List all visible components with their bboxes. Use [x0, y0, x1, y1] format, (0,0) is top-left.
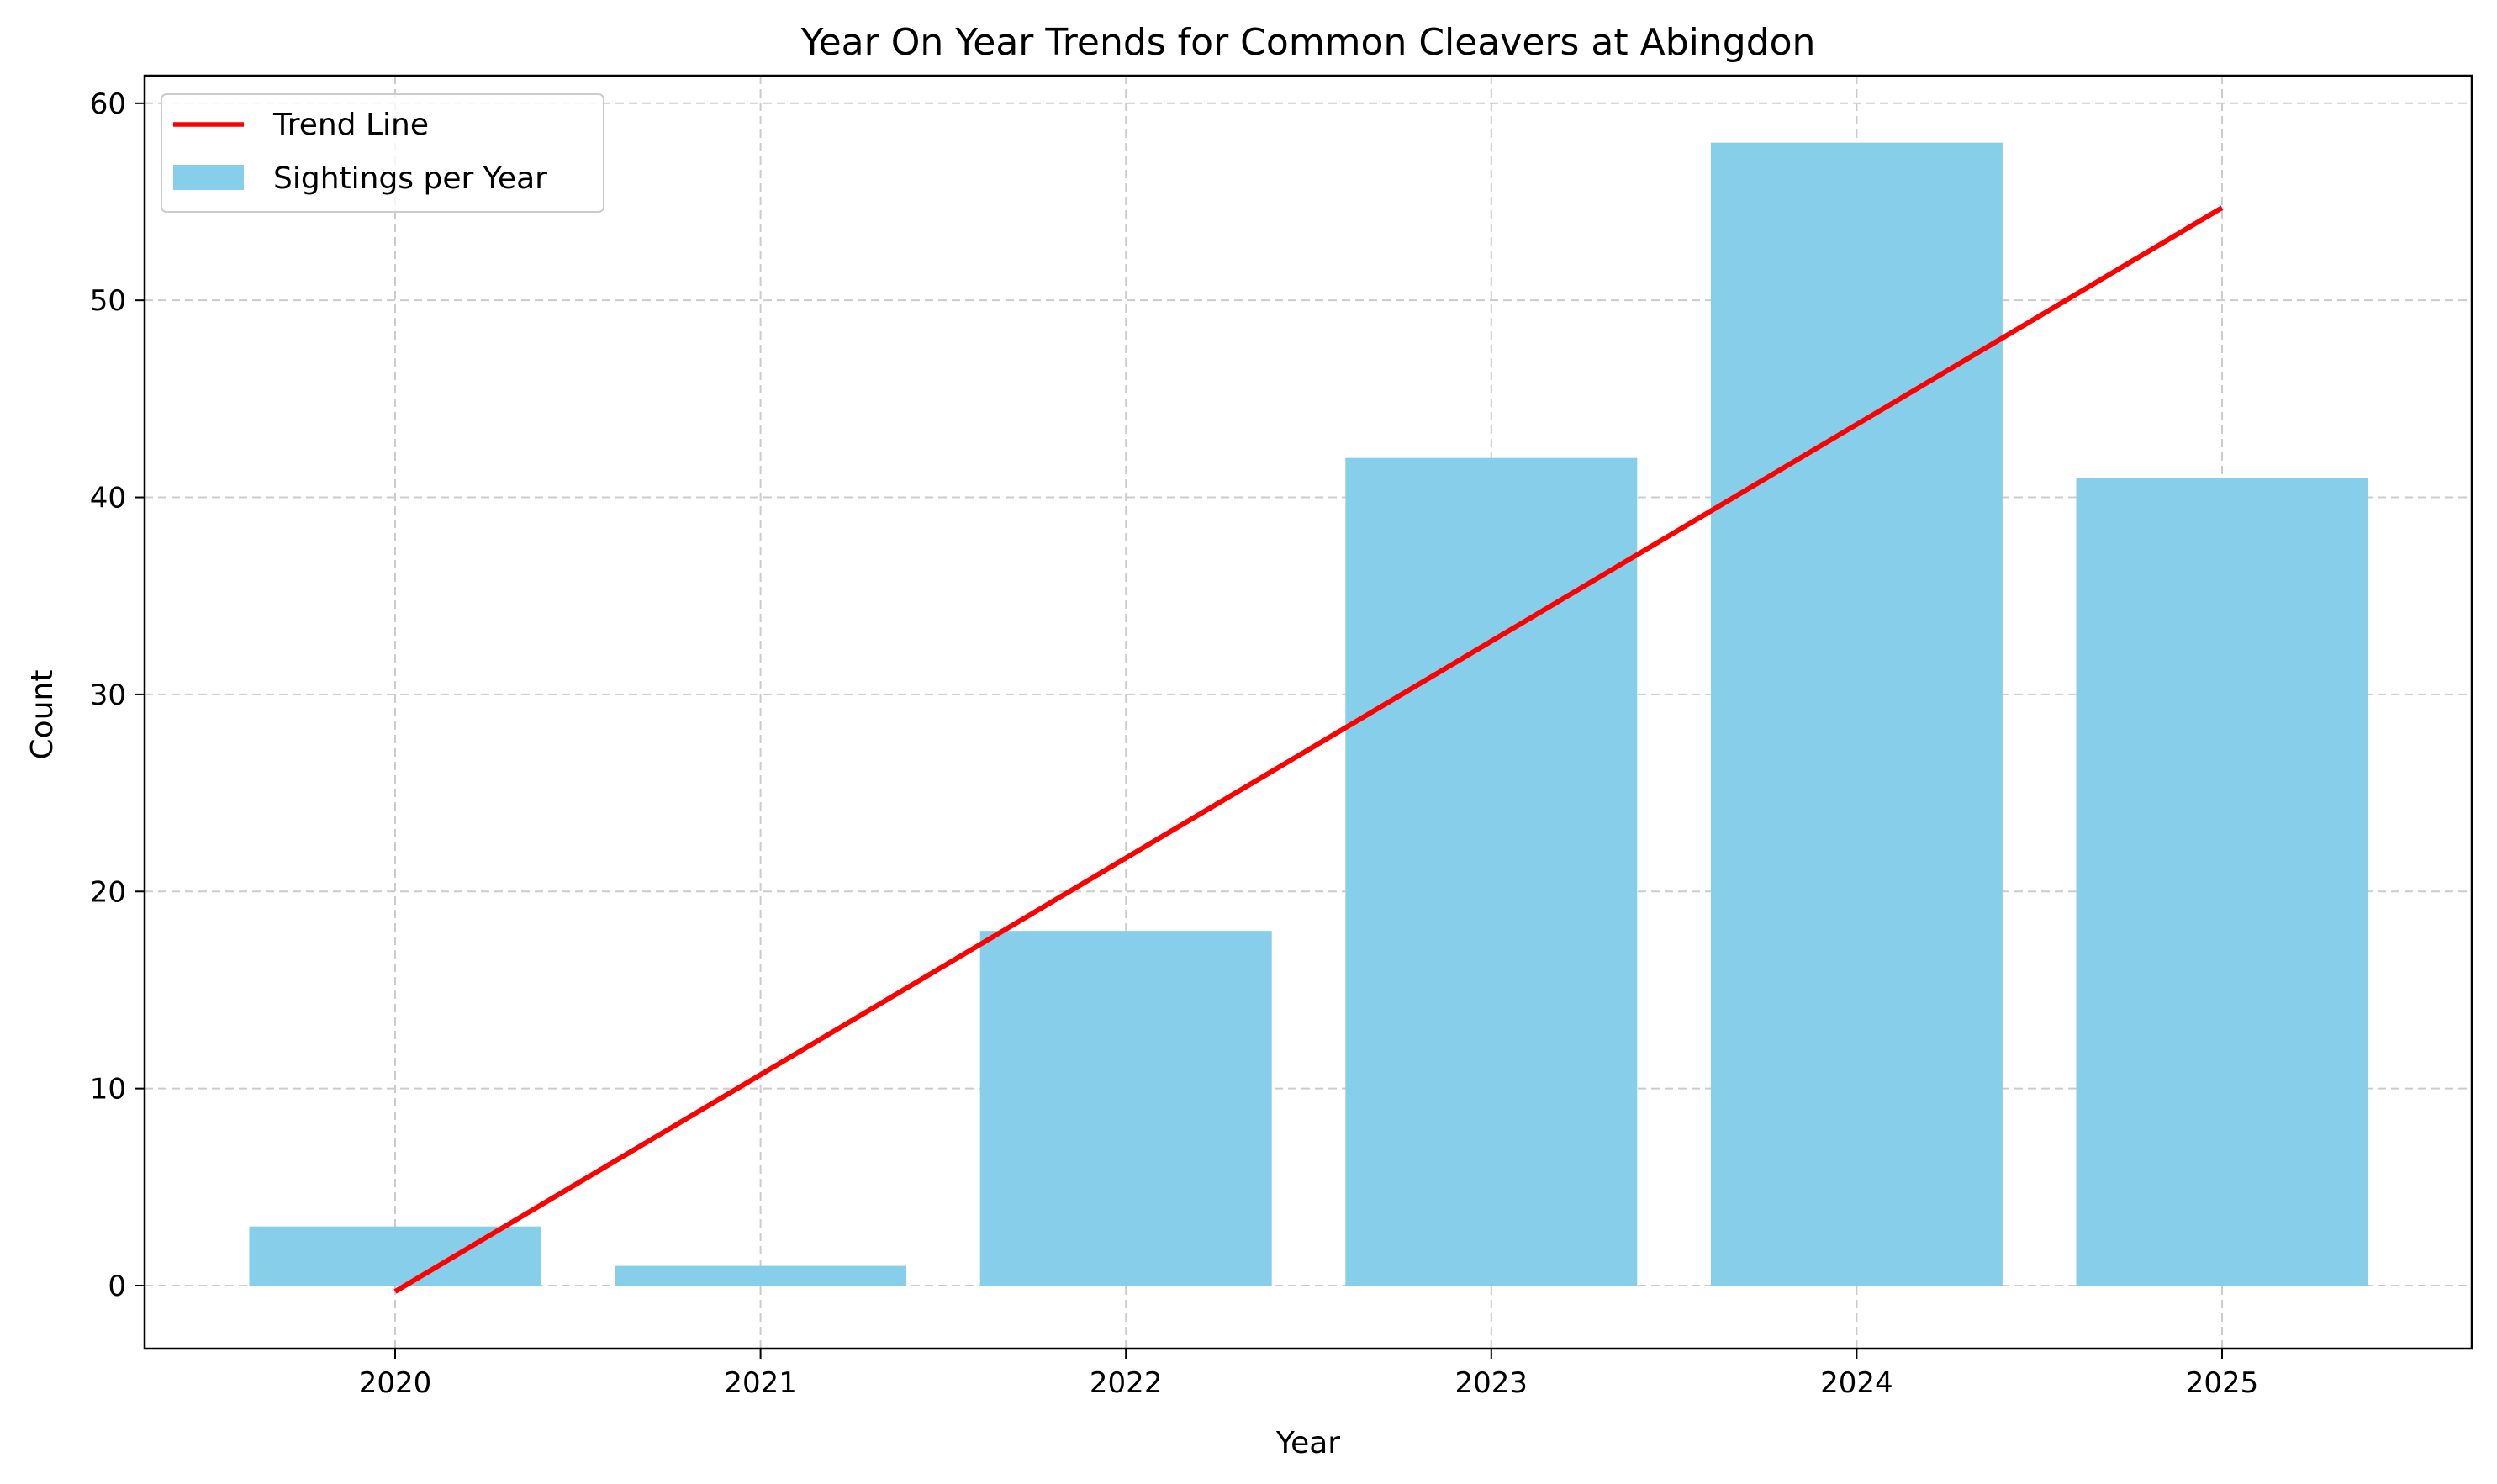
- chart-title: Year On Year Trends for Common Cleavers …: [800, 21, 1816, 64]
- y-tick-label-50: 50: [90, 284, 126, 318]
- trend-line: [393, 205, 2224, 1294]
- y-tick-label-0: 0: [108, 1270, 126, 1303]
- x-axis: 2020 2021 2022 2023 2024 2025: [359, 1349, 2259, 1400]
- y-tick-label-20: 20: [90, 875, 126, 909]
- x-tick-label-2023: 2023: [1455, 1366, 1528, 1400]
- trend-line-group: [393, 205, 2224, 1294]
- x-tick-label-2022: 2022: [1090, 1366, 1163, 1400]
- legend-trend-label: Trend Line: [272, 108, 429, 142]
- y-axis: 0 10 20 30 40 50 60: [90, 87, 145, 1303]
- y-tick-label-10: 10: [90, 1073, 126, 1106]
- bar-2021: [615, 1265, 907, 1286]
- bar-2025: [2076, 478, 2368, 1286]
- bars: [249, 142, 2368, 1286]
- x-tick-label-2021: 2021: [724, 1366, 797, 1400]
- bar-2024: [1710, 142, 2003, 1286]
- legend: Trend Line Sightings per Year: [161, 93, 604, 213]
- legend-box: [161, 93, 604, 213]
- bar-2020: [249, 1226, 541, 1286]
- y-tick-label-60: 60: [90, 87, 126, 121]
- y-tick-label-30: 30: [90, 679, 126, 712]
- y-axis-title: Count: [25, 670, 60, 760]
- y-tick-label-40: 40: [90, 482, 126, 515]
- x-tick-label-2020: 2020: [359, 1366, 432, 1400]
- x-tick-label-2024: 2024: [1820, 1366, 1893, 1400]
- x-axis-title: Year: [1275, 1426, 1340, 1460]
- legend-bar-label: Sightings per Year: [273, 161, 547, 196]
- legend-bar-swatch: [173, 165, 244, 190]
- x-tick-label-2025: 2025: [2186, 1366, 2259, 1400]
- bar-2022: [979, 931, 1272, 1286]
- plot-frame: [143, 74, 2473, 1350]
- bar-2023: [1345, 457, 1638, 1286]
